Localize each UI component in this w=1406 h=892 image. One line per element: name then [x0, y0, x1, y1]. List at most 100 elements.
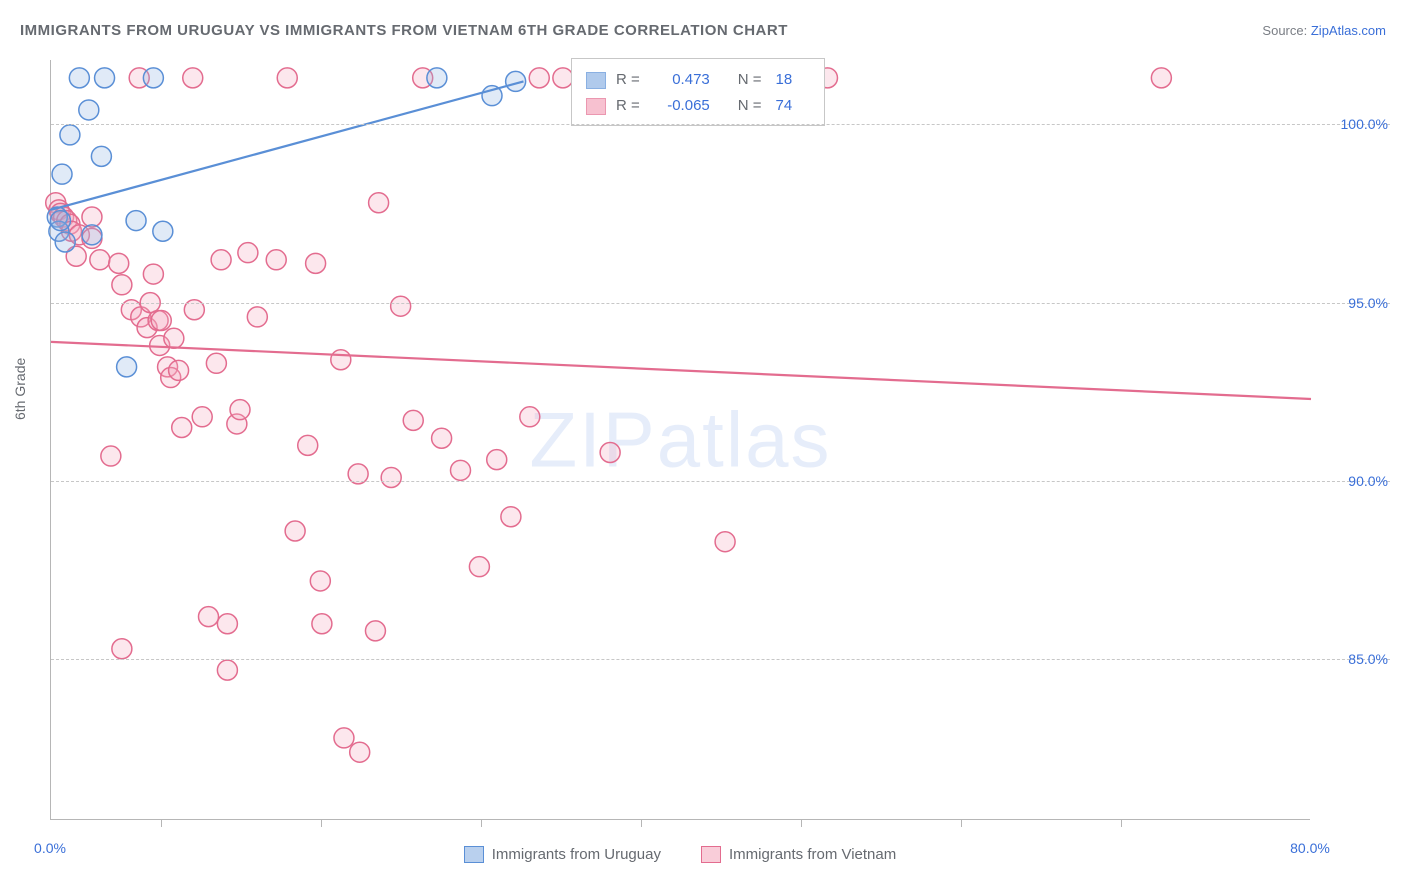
gridline-h: [51, 481, 1390, 482]
data-point: [169, 360, 189, 380]
data-point: [381, 467, 401, 487]
data-point: [90, 250, 110, 270]
x-tick: [161, 819, 162, 827]
stats-legend-box: R = 0.473 N = 18 R = -0.065 N = 74: [571, 58, 825, 126]
series-swatch: [586, 72, 606, 89]
trend-line: [51, 81, 524, 209]
data-point: [715, 532, 735, 552]
gridline-h: [51, 659, 1390, 660]
stat-n-label: N =: [738, 67, 762, 93]
stat-r-label: R =: [616, 67, 640, 93]
data-point: [217, 614, 237, 634]
source-label: Source:: [1262, 23, 1307, 38]
data-point: [369, 193, 389, 213]
data-point: [199, 607, 219, 627]
chart-title: IMMIGRANTS FROM URUGUAY VS IMMIGRANTS FR…: [20, 22, 788, 39]
data-point: [469, 557, 489, 577]
stat-n-value: 18: [776, 67, 793, 93]
data-point: [112, 639, 132, 659]
x-tick: [321, 819, 322, 827]
data-point: [183, 68, 203, 88]
data-point: [55, 232, 75, 252]
data-point: [501, 507, 521, 527]
data-point: [310, 571, 330, 591]
data-point: [211, 250, 231, 270]
data-point: [217, 660, 237, 680]
stats-row: R = 0.473 N = 18: [586, 67, 810, 93]
y-tick-label: 85.0%: [1348, 651, 1388, 667]
data-point: [109, 253, 129, 273]
data-point: [117, 357, 137, 377]
x-tick-label: 80.0%: [1290, 840, 1330, 856]
x-tick: [1121, 819, 1122, 827]
stats-row: R = -0.065 N = 74: [586, 93, 810, 119]
x-tick-label: 0.0%: [34, 840, 66, 856]
data-point: [143, 68, 163, 88]
data-point: [126, 211, 146, 231]
y-axis-label: 6th Grade: [12, 358, 28, 420]
y-tick-label: 95.0%: [1348, 295, 1388, 311]
legend-swatch: [701, 846, 721, 863]
legend-swatch: [464, 846, 484, 863]
data-point: [82, 225, 102, 245]
legend-label: Immigrants from Vietnam: [729, 846, 896, 863]
stat-r-value: 0.473: [654, 67, 710, 93]
data-point: [82, 207, 102, 227]
plot-area: ZIPatlas R =0.473N =18R =-0.065N =74 85.…: [50, 60, 1310, 820]
data-point: [391, 296, 411, 316]
data-point: [172, 418, 192, 438]
data-point: [91, 146, 111, 166]
data-point: [553, 68, 573, 88]
data-point: [247, 307, 267, 327]
data-point: [403, 410, 423, 430]
y-tick-label: 90.0%: [1348, 473, 1388, 489]
trend-line: [51, 342, 1311, 399]
stat-r-value: -0.065: [654, 93, 710, 119]
data-point: [238, 243, 258, 263]
x-tick: [481, 819, 482, 827]
data-point: [206, 353, 226, 373]
data-point: [350, 742, 370, 762]
data-point: [277, 68, 297, 88]
data-point: [285, 521, 305, 541]
bottom-legend: Immigrants from Uruguay Immigrants from V…: [50, 846, 1310, 863]
legend-item: Immigrants from Vietnam: [701, 846, 896, 863]
data-point: [334, 728, 354, 748]
data-point: [298, 435, 318, 455]
data-point: [331, 350, 351, 370]
legend-label: Immigrants from Uruguay: [492, 846, 661, 863]
data-point: [164, 328, 184, 348]
data-point: [101, 446, 121, 466]
data-point: [112, 275, 132, 295]
x-tick: [961, 819, 962, 827]
data-point: [520, 407, 540, 427]
data-point: [79, 100, 99, 120]
x-tick: [641, 819, 642, 827]
data-point: [487, 450, 507, 470]
data-point: [151, 310, 171, 330]
data-point: [1151, 68, 1171, 88]
scatter-svg: [51, 60, 1310, 819]
gridline-h: [51, 303, 1390, 304]
data-point: [69, 68, 89, 88]
data-point: [312, 614, 332, 634]
data-point: [451, 460, 471, 480]
data-point: [529, 68, 549, 88]
stat-n-label: N =: [738, 93, 762, 119]
series-swatch: [586, 98, 606, 115]
gridline-h: [51, 124, 1390, 125]
stat-r-label: R =: [616, 93, 640, 119]
data-point: [192, 407, 212, 427]
data-point: [365, 621, 385, 641]
data-point: [60, 125, 80, 145]
data-point: [230, 400, 250, 420]
stat-n-value: 74: [776, 93, 793, 119]
data-point: [52, 164, 72, 184]
data-point: [153, 221, 173, 241]
data-point: [50, 211, 70, 231]
data-point: [306, 253, 326, 273]
source-link[interactable]: ZipAtlas.com: [1311, 23, 1386, 38]
data-point: [266, 250, 286, 270]
data-point: [600, 442, 620, 462]
y-tick-label: 100.0%: [1341, 116, 1388, 132]
